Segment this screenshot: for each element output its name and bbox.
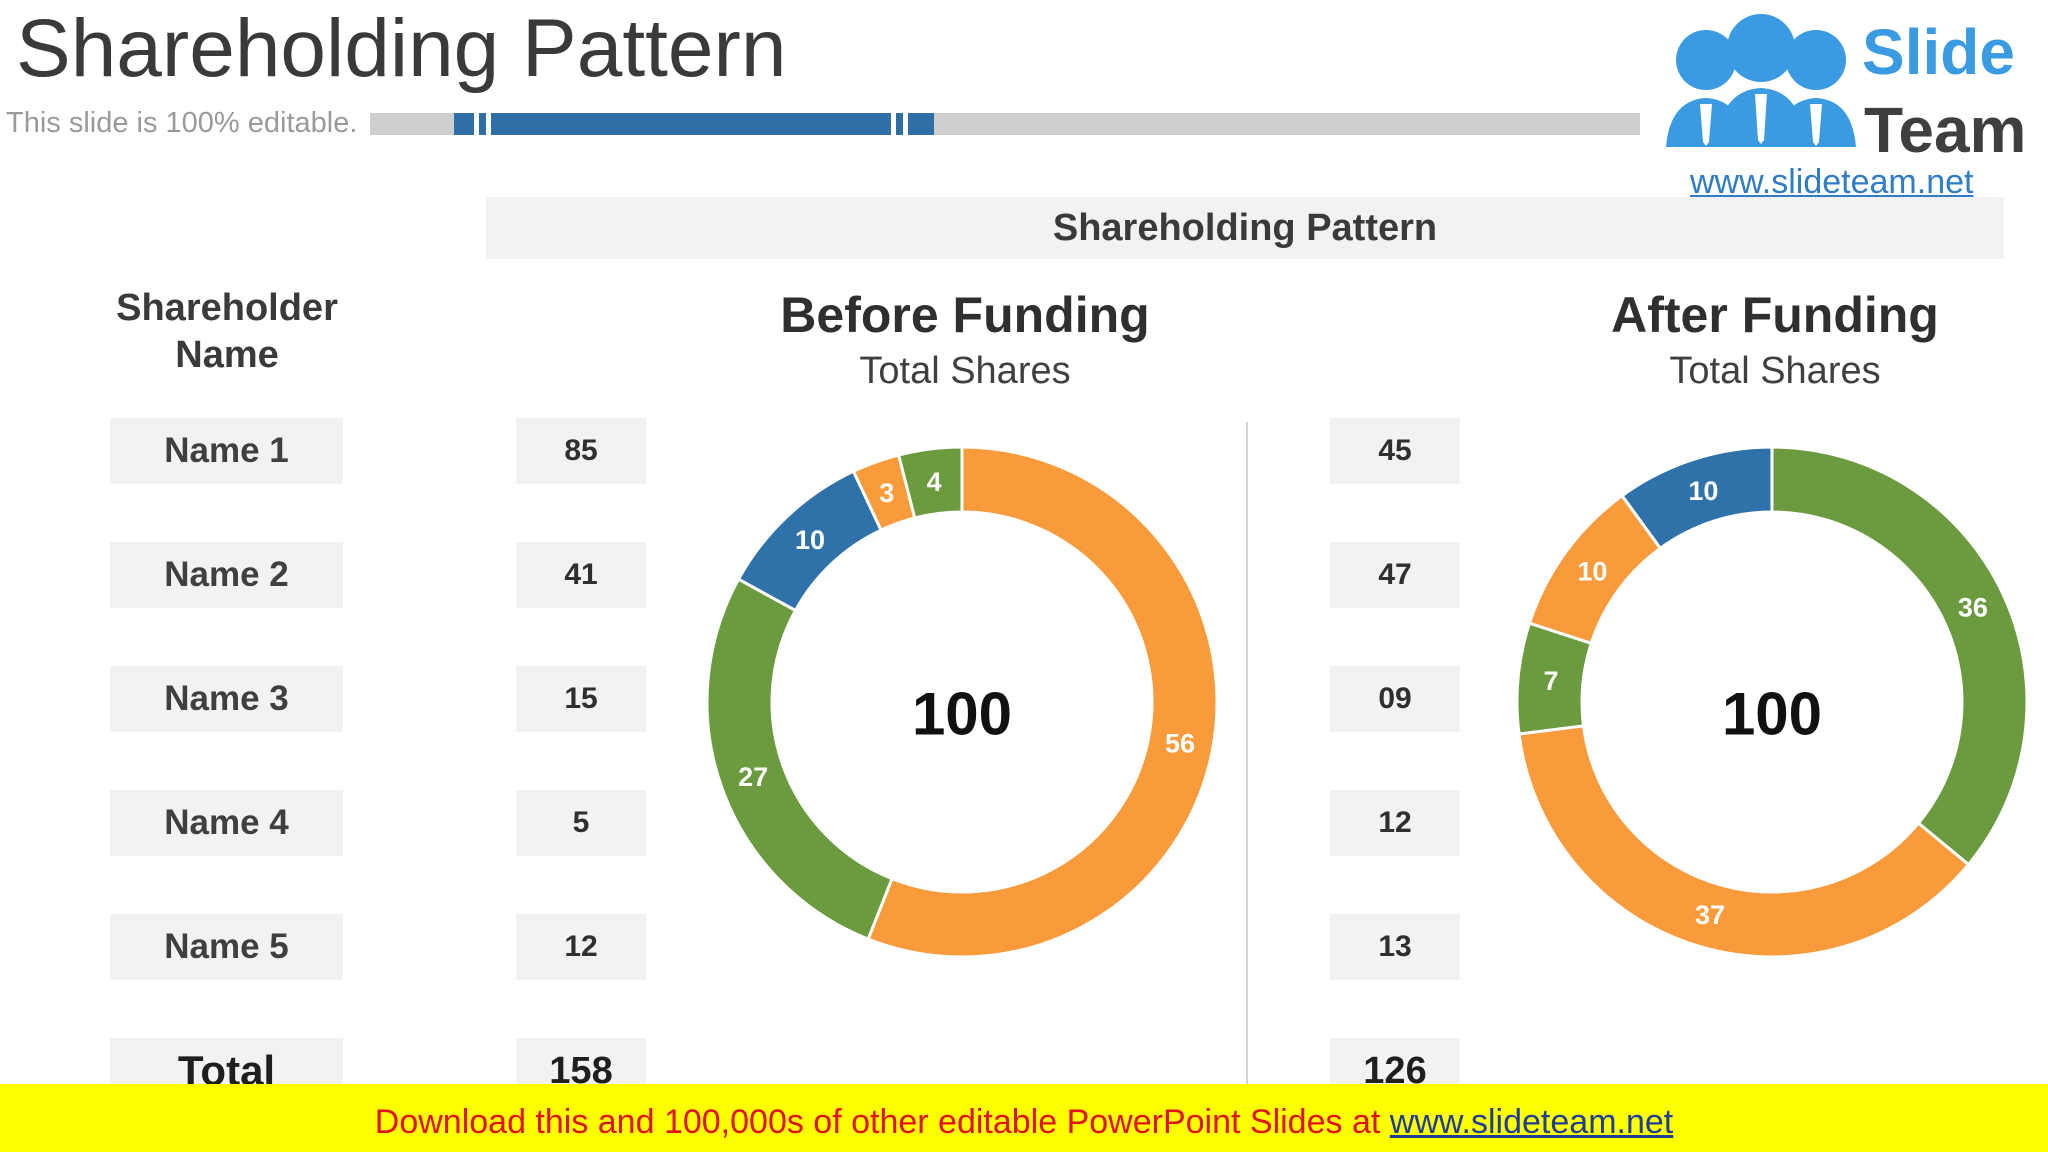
slide-title: Shareholding Pattern <box>16 3 787 94</box>
after-value-cell: 12 <box>1330 790 1460 856</box>
donut-slice <box>1517 724 1971 959</box>
donut-slice-label: 10 <box>1688 476 1718 506</box>
donut-slice-label: 36 <box>1958 592 1988 622</box>
donut-slice-label: 56 <box>1165 729 1195 759</box>
before-funding-title: Before Funding <box>780 287 1150 343</box>
donut-slice-label: 27 <box>738 762 768 792</box>
shareholder-name-cell: Name 3 <box>110 666 343 732</box>
donut-slice-label: 4 <box>927 467 942 497</box>
logo-url-link[interactable]: www.slideteam.net <box>1690 163 1974 201</box>
title-accent-bar <box>454 113 934 135</box>
before-value-cell: 85 <box>516 418 646 484</box>
after-funding-title: After Funding <box>1611 287 1939 343</box>
after-funding-subtitle: Total Shares <box>1669 350 1881 392</box>
after-funding-donut-chart: 36 37 7 10 10 100 <box>1515 445 2029 959</box>
donut-slice-label: 10 <box>1577 557 1607 587</box>
slide-subtitle: This slide is 100% editable. <box>6 107 358 139</box>
donut-slice <box>866 445 1219 959</box>
shareholder-name-cell: Name 1 <box>110 418 343 484</box>
accent-bar-gap <box>486 113 491 135</box>
column-divider <box>1246 422 1248 1087</box>
accent-bar-gap <box>903 113 908 135</box>
people-logo-icon <box>1666 14 1856 147</box>
section-title: Shareholding Pattern <box>1052 207 1438 249</box>
before-value-cell: 12 <box>516 914 646 980</box>
donut-slice-label: 10 <box>795 525 825 555</box>
logo-text-slide: Slide <box>1862 16 2015 88</box>
donut-slice <box>705 577 895 942</box>
shareholder-name-cell: Name 5 <box>110 914 343 980</box>
after-value-cell: 09 <box>1330 666 1460 732</box>
donut-slice <box>1620 445 1774 551</box>
accent-bar-gap <box>474 113 479 135</box>
donut-slice <box>896 445 964 520</box>
donut-slice-label: 37 <box>1695 900 1725 930</box>
after-value-cell: 47 <box>1330 542 1460 608</box>
donut-center-total: 100 <box>1722 681 1822 748</box>
download-banner-text: Download this and 100,000s of other edit… <box>374 1103 1390 1141</box>
shareholder-name-cell: Name 4 <box>110 790 343 856</box>
after-value-cell: 45 <box>1330 418 1460 484</box>
donut-slice <box>1770 445 2029 867</box>
donut-slice-label: 7 <box>1543 666 1558 696</box>
shareholder-name-header: Shareholder Name <box>116 287 338 376</box>
logo-text-team: Team <box>1864 94 2027 166</box>
before-value-cell: 41 <box>516 542 646 608</box>
before-value-cell: 15 <box>516 666 646 732</box>
before-funding-subtitle: Total Shares <box>859 350 1071 392</box>
before-value-cell: 5 <box>516 790 646 856</box>
donut-slice-label: 3 <box>879 478 894 508</box>
shareholder-name-cell: Name 2 <box>110 542 343 608</box>
donut-center-total: 100 <box>912 681 1012 748</box>
download-banner: Download this and 100,000s of other edit… <box>0 1084 2048 1152</box>
accent-bar-gap <box>891 113 896 135</box>
after-value-cell: 13 <box>1330 914 1460 980</box>
before-funding-donut-chart: 56 27 10 3 4 100 <box>705 445 1219 959</box>
section-header-band: Shareholding Pattern <box>486 197 2004 259</box>
download-banner-link[interactable]: www.slideteam.net <box>1389 1103 1674 1141</box>
